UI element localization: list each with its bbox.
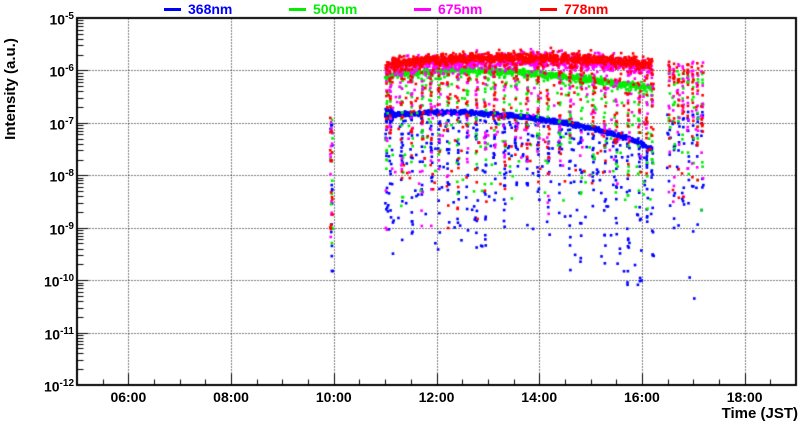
legend-label-500nm: 500nm (313, 1, 358, 17)
legend: 368nm 500nm 675nm 778nm (0, 0, 800, 18)
x-tick-label-08:00: 08:00 (213, 389, 249, 405)
y-tick-label-1e-6: 10-6 (49, 63, 74, 81)
y-tick-label-1e-9: 10-9 (49, 220, 74, 238)
legend-color-dash-675nm (414, 7, 431, 11)
legend-entry-778nm: 778nm (540, 1, 608, 17)
legend-label-675nm: 675nm (438, 1, 483, 17)
y-tick-label-1e-5: 10-5 (49, 11, 74, 28)
x-tick-label-16:00: 16:00 (624, 389, 660, 405)
x-tick-label-18:00: 18:00 (726, 389, 763, 405)
legend-entry-675nm: 675nm (414, 1, 482, 17)
y-tick-label-1e-8: 10-8 (49, 168, 74, 185)
x-tick-label-14:00: 14:00 (521, 389, 558, 405)
y-tick-label-1e-7: 10-7 (49, 115, 74, 133)
legend-color-dash-500nm (289, 7, 306, 11)
x-tick-label-10:00: 10:00 (315, 389, 352, 405)
x-tick-label-06:00: 06:00 (110, 389, 147, 405)
x-axis-title: Time (JST) (721, 405, 798, 422)
legend-color-dash-778nm (540, 7, 557, 11)
y-axis-title: Intensity (a.u.) (2, 38, 19, 140)
y-tick-label-1e-11: 10-11 (44, 325, 74, 343)
y-tick-label-1e-10: 10-10 (43, 273, 74, 290)
legend-label-368nm: 368nm (188, 1, 233, 17)
x-tick-label-12:00: 12:00 (418, 389, 455, 405)
legend-color-dash-368nm (164, 7, 181, 11)
y-tick-label-1e-12: 10-12 (43, 378, 74, 395)
legend-label-778nm: 778nm (564, 1, 609, 17)
legend-entry-368nm: 368nm (164, 1, 232, 17)
legend-entry-500nm: 500nm (289, 1, 357, 17)
